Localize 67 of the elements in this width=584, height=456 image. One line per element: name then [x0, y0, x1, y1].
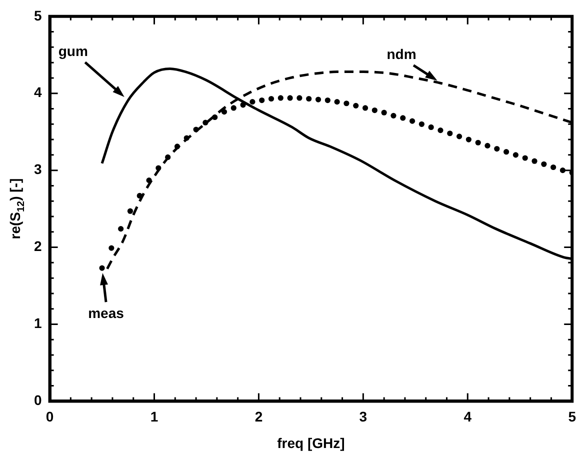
- point: [503, 149, 510, 155]
- y-tick-label: 1: [34, 315, 42, 332]
- point: [278, 95, 284, 101]
- point: [230, 105, 236, 111]
- point: [381, 110, 387, 116]
- y-tick-label: 5: [34, 7, 42, 24]
- point: [108, 245, 114, 251]
- point: [522, 155, 528, 161]
- point: [550, 164, 556, 170]
- point: [428, 124, 434, 130]
- point: [212, 114, 218, 120]
- x-tick-label: 5: [568, 408, 576, 424]
- point: [184, 135, 190, 141]
- point: [334, 99, 340, 105]
- y-axis-title: re(S12) [-]: [6, 178, 27, 240]
- point: [146, 178, 152, 184]
- y-tick-label: 4: [34, 84, 42, 100]
- point: [362, 105, 368, 111]
- point: [221, 109, 228, 115]
- y-tick-label: 2: [34, 238, 42, 254]
- point: [541, 161, 547, 167]
- x-tick-label: 4: [464, 408, 472, 424]
- point: [296, 95, 302, 101]
- x-tick-label: 2: [254, 408, 263, 424]
- point: [532, 158, 538, 164]
- point: [240, 102, 246, 108]
- point: [372, 107, 378, 114]
- point: [560, 168, 566, 174]
- point: [202, 120, 208, 126]
- point: [118, 226, 124, 232]
- point: [344, 100, 350, 106]
- point: [193, 126, 199, 132]
- point: [315, 96, 322, 102]
- point: [475, 140, 481, 146]
- point: [165, 154, 171, 160]
- point: [466, 136, 472, 142]
- point: [324, 97, 330, 104]
- point: [268, 96, 274, 102]
- point: [127, 208, 134, 214]
- point: [250, 99, 256, 105]
- y-tick-label: 3: [34, 161, 42, 178]
- point: [447, 130, 453, 136]
- point: [259, 97, 265, 104]
- point: [136, 192, 142, 199]
- point: [409, 118, 416, 124]
- point: [494, 146, 500, 152]
- point: [512, 152, 518, 158]
- x-tick-label: 3: [359, 408, 368, 424]
- point: [390, 112, 396, 118]
- y-tick-label: 0: [34, 392, 42, 408]
- point: [353, 102, 359, 108]
- legend-label: meas: [88, 304, 124, 321]
- point: [99, 265, 105, 271]
- x-tick-label: 1: [150, 408, 158, 424]
- point: [456, 134, 462, 140]
- point: [400, 115, 406, 121]
- point: [418, 121, 424, 127]
- series-label: ndm: [386, 46, 416, 62]
- point: [287, 95, 293, 101]
- point: [174, 144, 180, 150]
- x-axis-title: freq [GHz]: [277, 434, 345, 451]
- point: [306, 96, 312, 102]
- point: [438, 128, 444, 134]
- text: gum: [58, 42, 88, 59]
- point: [156, 165, 162, 171]
- point: [484, 142, 490, 148]
- x-tick-label: 0: [46, 408, 54, 424]
